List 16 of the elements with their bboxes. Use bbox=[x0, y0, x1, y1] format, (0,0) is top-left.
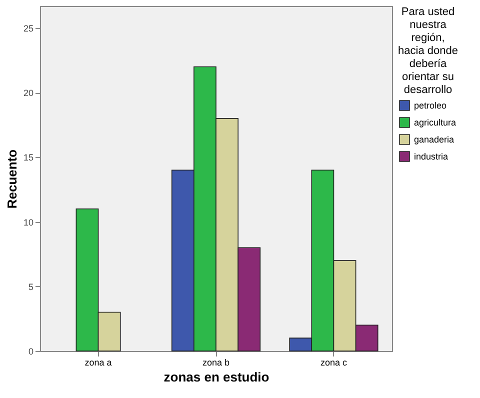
legend-label: ganaderia bbox=[414, 134, 454, 144]
x-tick-label: zona a bbox=[84, 358, 112, 368]
y-tick-label: 20 bbox=[23, 88, 34, 98]
legend-label: petroleo bbox=[414, 100, 447, 110]
y-tick-label: 10 bbox=[23, 217, 34, 228]
legend-label: agricultura bbox=[414, 118, 456, 128]
y-tick-label: 0 bbox=[28, 346, 34, 356]
y-tick-label: 25 bbox=[23, 23, 34, 34]
x-axis-title: zonas en estudio bbox=[164, 370, 270, 384]
y-tick-label: 15 bbox=[23, 152, 34, 163]
legend-title: Para usted nuestra región, hacia donde debería orientar su desarrollo bbox=[398, 6, 458, 96]
x-tick-label: zona b bbox=[202, 358, 230, 368]
y-tick-label: 5 bbox=[28, 282, 34, 292]
y-axis-title: Recuento bbox=[4, 149, 20, 209]
legend-label: industria bbox=[414, 152, 448, 162]
x-tick-label: zona c bbox=[320, 358, 348, 368]
